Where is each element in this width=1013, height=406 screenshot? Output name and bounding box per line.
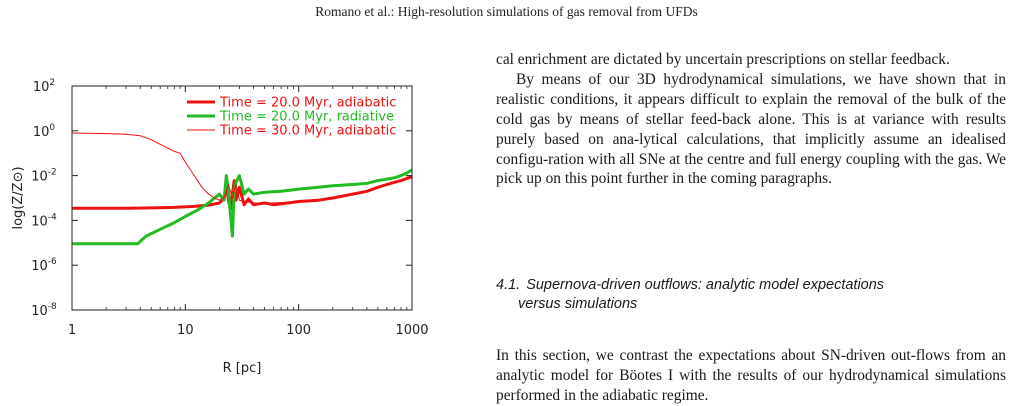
- paragraph-simulations: By means of our 3D hydrodynamical simula…: [496, 70, 1006, 188]
- x-tick-label: 100: [286, 323, 311, 338]
- plot-frame: [71, 85, 413, 311]
- section-title-line2: versus simulations: [518, 296, 638, 312]
- series-line-2: [72, 168, 412, 246]
- metallicity-profile-figure: 1 10 100 1000 102 100 10-2 10-4 10-6 10-8 Time = …: [0, 50, 450, 390]
- y-axis-label: log(Z/Z⊙): [11, 166, 26, 229]
- running-head: Romano et al.: High-resolution simulatio…: [315, 4, 698, 19]
- legend-label-2: Time = 20.0 Myr, radiative: [219, 110, 394, 125]
- text-column-top: cal enrichment are dictated by uncertain…: [496, 50, 1006, 189]
- section-number: 4.1.: [496, 277, 521, 293]
- x-axis-label: R [pc]: [223, 361, 262, 376]
- section-heading: 4.1. Supernova-driven outflows: analytic …: [496, 276, 1006, 314]
- y-tick-label: 10-6: [31, 257, 57, 274]
- legend-label-1: Time = 20.0 Myr, adiabatic: [219, 96, 396, 111]
- y-tick-label: 10-2: [31, 168, 57, 185]
- metallicity-profile-chart: 1 10 100 1000 102 100 10-2 10-4 10-6 10-8 Time = …: [11, 78, 429, 376]
- paragraph-section-intro: In this section, we contrast the expecta…: [496, 347, 1006, 404]
- legend-label-3: Time = 30.0 Myr, adiabatic: [219, 124, 396, 139]
- section-title-line1: Supernova-driven outflows: analytic mode…: [526, 277, 885, 293]
- y-tick-label: 100: [33, 123, 56, 140]
- x-tick-label: 10: [177, 323, 194, 338]
- x-tick-label: 1: [68, 323, 76, 338]
- x-tick-label: 1000: [395, 323, 428, 338]
- text-column-bottom: In this section, we contrast the expecta…: [496, 346, 1006, 406]
- y-tick-label: 10-8: [31, 302, 57, 319]
- y-tick-label: 102: [33, 78, 55, 95]
- series-line-3: [72, 132, 412, 204]
- y-tick-label: 10-4: [31, 212, 57, 229]
- paragraph-continuation: cal enrichment are dictated by uncertain…: [496, 51, 950, 68]
